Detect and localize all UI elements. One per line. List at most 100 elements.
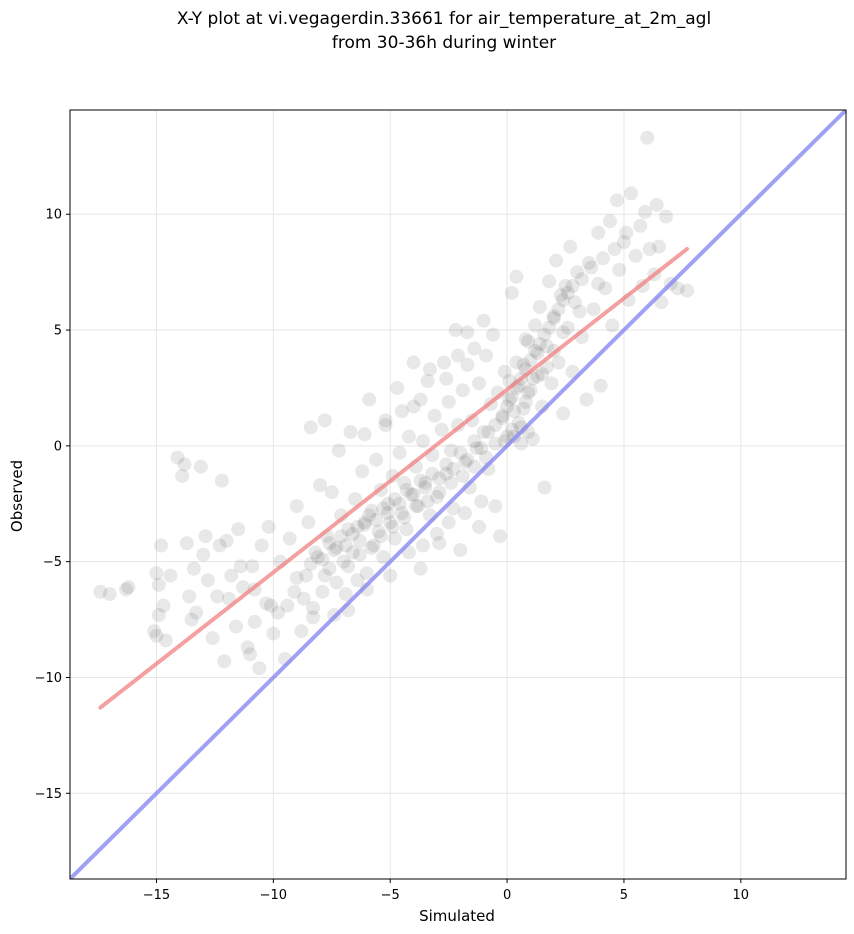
data-point xyxy=(432,471,447,486)
y-tick-label: −10 xyxy=(35,671,62,686)
data-point xyxy=(343,424,358,439)
data-point xyxy=(623,186,638,201)
data-point xyxy=(341,559,356,574)
data-point xyxy=(432,536,447,551)
data-point xyxy=(254,538,269,553)
data-point xyxy=(380,506,395,521)
data-point xyxy=(242,647,257,662)
chart-title-line-1: X-Y plot at vi.vegagerdin.33661 for air_… xyxy=(177,9,711,29)
data-point xyxy=(560,320,575,335)
data-point xyxy=(364,540,379,555)
chart-title-line-2: from 30-36h during winter xyxy=(332,33,556,53)
data-point xyxy=(619,225,634,240)
data-point xyxy=(460,325,475,340)
data-point xyxy=(179,536,194,551)
plot-frame xyxy=(69,109,847,880)
data-point xyxy=(516,401,531,416)
data-point xyxy=(376,550,391,565)
data-point xyxy=(373,529,388,544)
data-point xyxy=(425,466,440,481)
y-tick-label: −15 xyxy=(35,787,62,802)
data-point xyxy=(546,311,561,326)
data-point xyxy=(415,434,430,449)
data-point xyxy=(586,302,601,317)
data-point xyxy=(546,309,561,324)
data-point xyxy=(156,598,171,613)
data-point xyxy=(488,418,503,433)
data-point xyxy=(591,225,606,240)
data-point xyxy=(406,355,421,370)
data-point xyxy=(413,561,428,576)
data-point xyxy=(467,341,482,356)
data-point xyxy=(411,499,426,514)
data-point xyxy=(289,570,304,585)
data-point xyxy=(502,392,517,407)
data-point xyxy=(252,661,267,676)
data-point xyxy=(186,561,201,576)
data-point xyxy=(235,580,250,595)
data-point xyxy=(315,552,330,567)
y-tick-label: −5 xyxy=(43,555,62,570)
data-point xyxy=(649,197,664,212)
data-point xyxy=(231,522,246,537)
data-point xyxy=(383,515,398,530)
data-point xyxy=(338,587,353,602)
data-point xyxy=(345,545,360,560)
data-point xyxy=(528,318,543,333)
data-point xyxy=(628,248,643,263)
data-point xyxy=(154,538,169,553)
data-point xyxy=(355,464,370,479)
data-point xyxy=(310,550,325,565)
data-point xyxy=(294,624,309,639)
data-point xyxy=(525,371,540,386)
data-point xyxy=(439,457,454,472)
data-point xyxy=(616,235,631,250)
data-point xyxy=(271,605,286,620)
data-point xyxy=(200,573,215,588)
data-point xyxy=(121,580,136,595)
data-point xyxy=(345,526,360,541)
data-point xyxy=(336,554,351,569)
data-point xyxy=(334,529,349,544)
y-axis-ticks: −15 −10 −5 0 5 10 xyxy=(35,208,70,802)
data-point xyxy=(233,559,248,574)
data-point xyxy=(556,325,571,340)
data-point xyxy=(369,512,384,527)
data-point xyxy=(341,522,356,537)
data-point xyxy=(523,353,538,368)
data-point xyxy=(565,279,580,294)
data-point xyxy=(228,619,243,634)
data-point xyxy=(542,274,557,289)
data-point xyxy=(497,364,512,379)
data-point xyxy=(182,589,197,604)
data-point xyxy=(504,422,519,437)
data-point xyxy=(394,404,409,419)
data-point xyxy=(500,399,515,414)
x-tick-label: −15 xyxy=(143,888,170,903)
data-point xyxy=(102,587,117,602)
data-point xyxy=(544,376,559,391)
data-point xyxy=(324,485,339,500)
data-point xyxy=(296,591,311,606)
data-point xyxy=(205,631,220,646)
data-point xyxy=(392,445,407,460)
data-point xyxy=(245,559,260,574)
data-point xyxy=(357,427,372,442)
data-point xyxy=(289,499,304,514)
data-point xyxy=(240,640,255,655)
data-point xyxy=(518,394,533,409)
data-point xyxy=(530,346,545,361)
data-point xyxy=(472,376,487,391)
data-point xyxy=(443,443,458,458)
data-point xyxy=(458,506,473,521)
data-point xyxy=(196,547,211,562)
data-point xyxy=(521,334,536,349)
data-point xyxy=(481,424,496,439)
data-point xyxy=(306,600,321,615)
data-point xyxy=(474,441,489,456)
data-point xyxy=(184,612,199,627)
data-point xyxy=(528,343,543,358)
data-point xyxy=(455,383,470,398)
data-point xyxy=(151,577,166,592)
data-point xyxy=(542,320,557,335)
